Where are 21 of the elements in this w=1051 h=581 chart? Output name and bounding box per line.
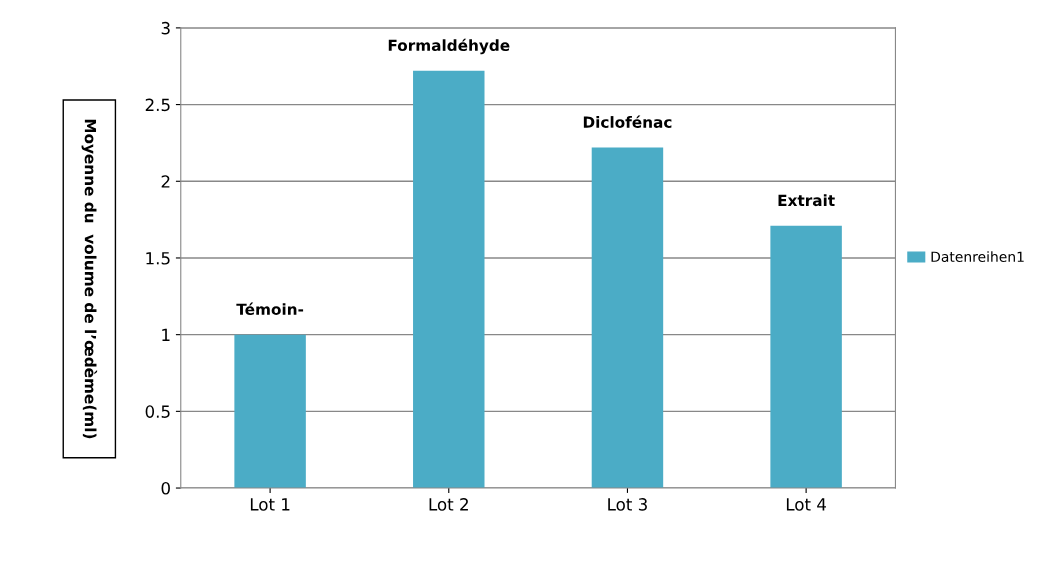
x-tick-label: Lot 4: [786, 498, 826, 511]
y-tick-label: 1: [162, 328, 170, 341]
y-tick-label: 2.5: [145, 98, 170, 112]
y-tick-label: 2: [161, 175, 170, 188]
annotation: Diclofénac: [583, 115, 672, 128]
bar: [591, 147, 664, 489]
bar: [413, 70, 485, 489]
y-axis-title: Moyenne du volume de l’œdème(ml): [81, 119, 98, 439]
y-tick-label: 0.5: [145, 405, 170, 418]
y-tick-label: 3: [161, 21, 170, 35]
annotation: Extrait: [778, 194, 835, 207]
annotation: Témoin-: [236, 302, 304, 316]
y-tick-label: 0: [161, 482, 170, 495]
annotation: Formaldéhyde: [388, 38, 510, 55]
legend-label: Datenreihen1: [931, 251, 1024, 262]
x-tick-label: Lot 1: [250, 498, 290, 511]
x-tick-label: Lot 3: [608, 498, 647, 511]
bar: [770, 225, 842, 489]
y-tick-label: 1.5: [146, 252, 170, 265]
bar: [234, 334, 306, 489]
x-tick-label: Lot 2: [429, 498, 468, 511]
